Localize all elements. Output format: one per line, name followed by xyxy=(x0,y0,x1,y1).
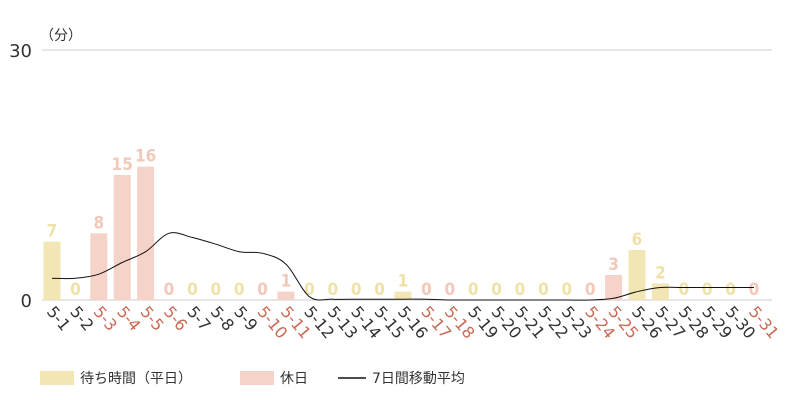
bar-value-label: 0 xyxy=(374,280,385,300)
y-tick-label: 0 xyxy=(21,291,32,312)
bar xyxy=(651,283,669,300)
bar-value-label: 0 xyxy=(70,280,81,300)
bar-value-label: 0 xyxy=(678,280,689,300)
bar xyxy=(113,175,131,300)
legend-swatch-weekday xyxy=(40,371,74,385)
bar-value-label: 0 xyxy=(187,280,198,300)
bar-value-label: 0 xyxy=(210,280,221,300)
bar-value-label: 0 xyxy=(234,280,245,300)
bar-value-label: 0 xyxy=(257,280,268,300)
legend-label-holiday: 休日 xyxy=(280,371,308,387)
bar-value-label: 7 xyxy=(47,222,58,242)
bar-value-label: 0 xyxy=(421,280,432,300)
legend-label-moving-average: 7日間移動平均 xyxy=(372,371,465,387)
x-tick-label: 5-7 xyxy=(183,302,214,334)
bar xyxy=(605,275,623,300)
bar xyxy=(628,250,646,300)
x-tick-label: 5-5 xyxy=(137,302,168,334)
bar xyxy=(277,291,295,300)
bar-value-label: 1 xyxy=(398,272,409,292)
bar xyxy=(394,291,412,300)
legend: 待ち時間（平日） 休日 7日間移動平均 xyxy=(40,371,465,387)
bar-value-label: 0 xyxy=(725,280,736,300)
bar-value-label: 0 xyxy=(468,280,479,300)
bar-value-label: 8 xyxy=(93,213,104,233)
bar-value-label: 15 xyxy=(112,155,133,175)
bar xyxy=(43,241,61,300)
x-tick-label: 5-3 xyxy=(90,302,121,334)
bar-value-label: 0 xyxy=(351,280,362,300)
bar-value-label: 2 xyxy=(655,263,666,283)
x-tick-label: 5-4 xyxy=(113,302,144,334)
bar-value-label: 1 xyxy=(281,272,292,292)
x-tick-label: 5-8 xyxy=(207,302,238,334)
y-axis-ticks: 0 30 xyxy=(9,41,32,312)
legend-swatch-holiday xyxy=(240,371,274,385)
bar-value-label: 3 xyxy=(608,255,619,275)
bar-value-label: 16 xyxy=(135,147,156,167)
bar-value-label: 0 xyxy=(304,280,315,300)
x-axis-ticks: 5-15-25-35-45-55-65-75-85-95-105-115-125… xyxy=(43,302,783,342)
y-axis-unit-label: （分） xyxy=(40,28,82,44)
moving-average-line xyxy=(51,232,754,301)
x-tick-label: 5-9 xyxy=(230,302,261,334)
x-tick-label: 5-6 xyxy=(160,302,191,334)
bar-value-label: 0 xyxy=(444,280,455,300)
y-tick-label: 30 xyxy=(9,41,32,62)
bar-value-label: 0 xyxy=(327,280,338,300)
x-tick-label: 5-2 xyxy=(66,302,97,334)
bar-value-label: 0 xyxy=(561,280,572,300)
bar-value-label: 0 xyxy=(491,280,502,300)
x-tick-label: 5-1 xyxy=(43,302,74,334)
bar-value-label: 0 xyxy=(702,280,713,300)
bar xyxy=(90,233,108,300)
bar-value-label: 0 xyxy=(164,280,175,300)
bar-value-label: 0 xyxy=(515,280,526,300)
bar xyxy=(137,166,155,300)
bar-value-label: 0 xyxy=(538,280,549,300)
bar-value-label: 0 xyxy=(749,280,760,300)
bar-value-label: 0 xyxy=(585,280,596,300)
bar-value-label: 6 xyxy=(632,230,643,250)
legend-label-weekday: 待ち時間（平日） xyxy=(80,371,192,387)
